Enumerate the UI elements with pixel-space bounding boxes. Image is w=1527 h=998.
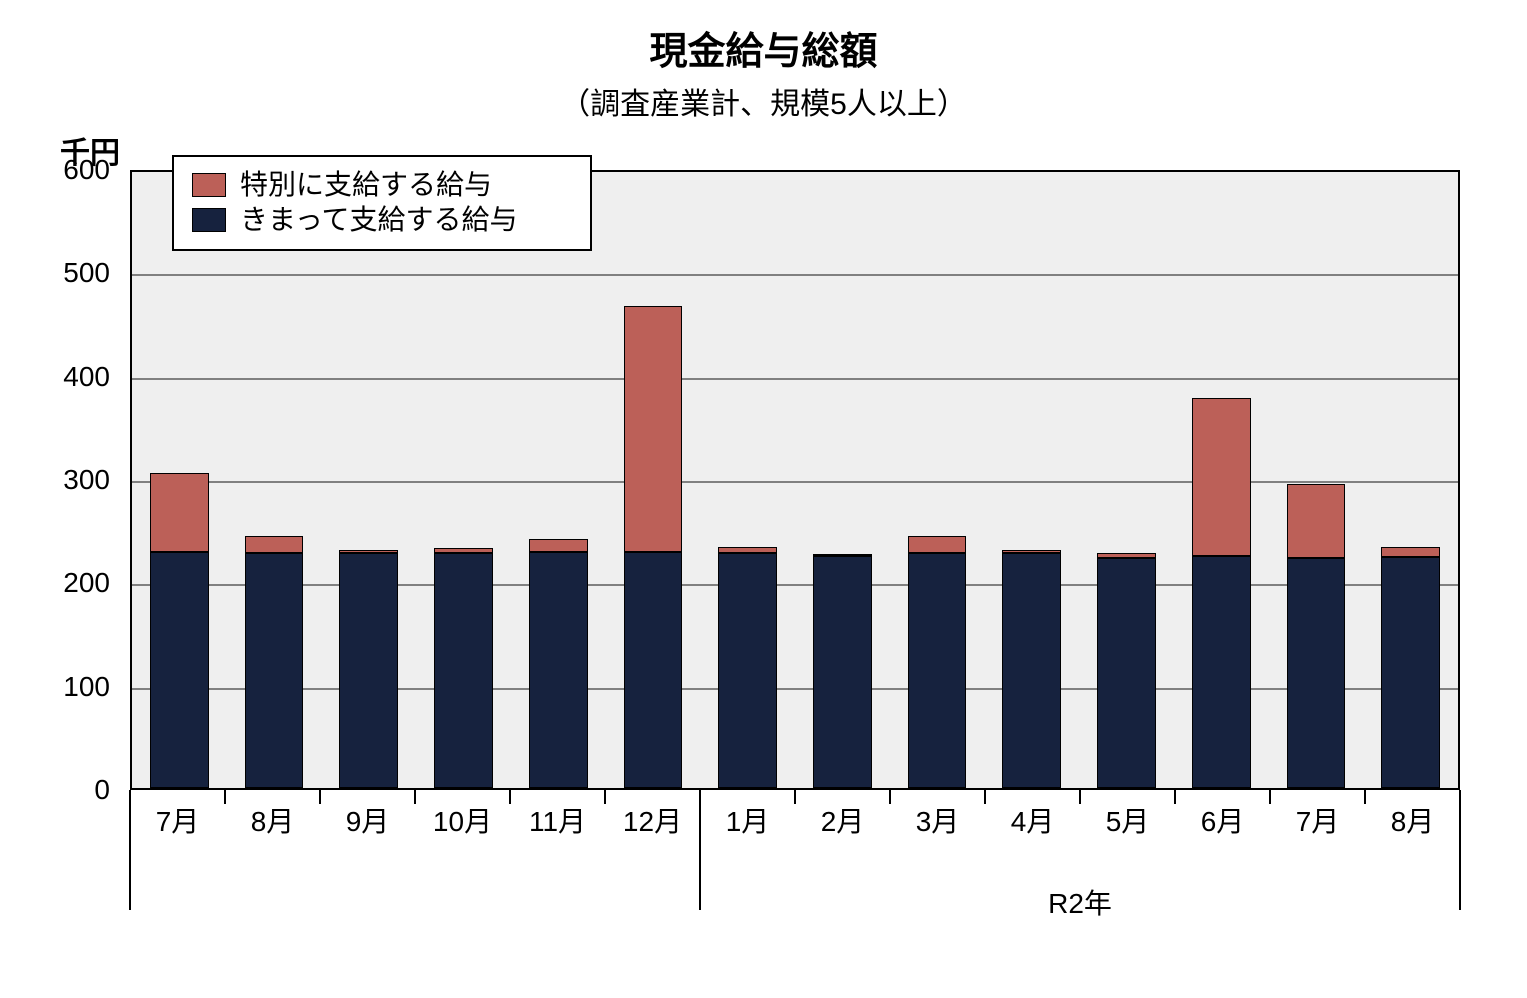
bar <box>245 536 304 788</box>
bar <box>150 473 209 788</box>
bar-segment-regular <box>1192 556 1251 789</box>
x-tick-label: 7月 <box>130 800 225 846</box>
bar-segment-special <box>245 536 304 554</box>
legend-label: きまって支給する給与 <box>240 202 517 237</box>
legend-label: 特別に支給する給与 <box>240 167 492 202</box>
x-tick-label: 8月 <box>225 800 320 846</box>
y-tick-label: 400 <box>0 361 110 393</box>
chart-title: 現金給与総額 <box>0 20 1527 75</box>
x-axis-labels: 7月8月9月10月11月12月1月2月3月4月5月6月7月8月 <box>130 800 1460 846</box>
y-tick-label: 200 <box>0 567 110 599</box>
bar-slot <box>606 172 701 788</box>
bar-slot <box>1079 172 1174 788</box>
y-tick-label: 500 <box>0 257 110 289</box>
bar-slot <box>132 172 227 788</box>
x-tick-label: 4月 <box>985 800 1080 846</box>
x-ticks <box>130 790 1460 791</box>
bar-slot <box>321 172 416 788</box>
bar-segment-regular <box>1287 558 1346 788</box>
bar-segment-regular <box>813 556 872 789</box>
bar-segment-regular <box>529 552 588 788</box>
bar <box>1287 484 1346 788</box>
legend-swatch <box>192 173 226 197</box>
legend-swatch <box>192 208 226 232</box>
bar <box>1192 398 1251 788</box>
x-tick-label: 10月 <box>415 800 510 846</box>
x-tick-label: 7月 <box>1270 800 1365 846</box>
bar-slot <box>700 172 795 788</box>
bar-slot <box>984 172 1079 788</box>
x-tick-label: 11月 <box>510 800 605 846</box>
bar-segment-regular <box>245 553 304 788</box>
legend-item: 特別に支給する給与 <box>192 167 572 202</box>
bar-slot <box>416 172 511 788</box>
x-group-label: R2年 <box>700 882 1460 922</box>
bar <box>529 539 588 788</box>
bar-segment-special <box>624 306 683 552</box>
bar-slot <box>1269 172 1364 788</box>
y-tick-label: 300 <box>0 464 110 496</box>
bar <box>813 554 872 789</box>
x-tick-label: 6月 <box>1175 800 1270 846</box>
bar-slot <box>1174 172 1269 788</box>
x-tick-label: 3月 <box>890 800 985 846</box>
bar-segment-special <box>1192 398 1251 555</box>
bar-segment-special <box>908 536 967 554</box>
bar-segment-special <box>529 539 588 552</box>
bar <box>1097 553 1156 788</box>
wages-stacked-bar-chart: 現金給与総額（調査産業計、規模5人以上）千円010020030040050060… <box>0 0 1527 998</box>
bar-slot <box>511 172 606 788</box>
x-tick-label: 2月 <box>795 800 890 846</box>
bar-segment-regular <box>434 553 493 788</box>
x-tick-label: 12月 <box>605 800 700 846</box>
bar-segment-regular <box>624 552 683 788</box>
bars-container <box>132 172 1458 788</box>
bar <box>624 306 683 788</box>
chart-titles: 現金給与総額（調査産業計、規模5人以上） <box>0 20 1527 123</box>
bar-segment-regular <box>908 553 967 788</box>
y-tick-label: 0 <box>0 774 110 806</box>
legend-item: きまって支給する給与 <box>192 202 572 237</box>
bar-slot <box>890 172 985 788</box>
x-tick-label: 5月 <box>1080 800 1175 846</box>
bar <box>434 548 493 788</box>
bar <box>339 550 398 788</box>
bar-segment-special <box>150 473 209 553</box>
bar-slot <box>1363 172 1458 788</box>
bar <box>1381 547 1440 788</box>
legend: 特別に支給する給与きまって支給する給与 <box>172 155 592 251</box>
bar-segment-special <box>1381 547 1440 556</box>
y-tick-label: 100 <box>0 671 110 703</box>
bar-slot <box>795 172 890 788</box>
bar-slot <box>227 172 322 788</box>
bar-segment-regular <box>150 552 209 788</box>
x-tick-label: 1月 <box>700 800 795 846</box>
bar-segment-regular <box>1381 557 1440 788</box>
bar-segment-regular <box>1002 553 1061 788</box>
bar-segment-regular <box>1097 558 1156 788</box>
x-tick-label: 9月 <box>320 800 415 846</box>
bar-segment-regular <box>718 553 777 788</box>
bar-segment-regular <box>339 553 398 788</box>
plot-area <box>130 170 1460 790</box>
chart-subtitle: （調査産業計、規模5人以上） <box>0 79 1527 123</box>
bar <box>718 547 777 788</box>
x-tick-label: 8月 <box>1365 800 1460 846</box>
bar-segment-special <box>1287 484 1346 557</box>
bar <box>908 536 967 788</box>
bar <box>1002 550 1061 788</box>
y-tick-label: 600 <box>0 154 110 186</box>
